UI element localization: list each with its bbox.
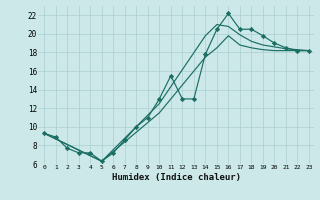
X-axis label: Humidex (Indice chaleur): Humidex (Indice chaleur) — [111, 173, 241, 182]
